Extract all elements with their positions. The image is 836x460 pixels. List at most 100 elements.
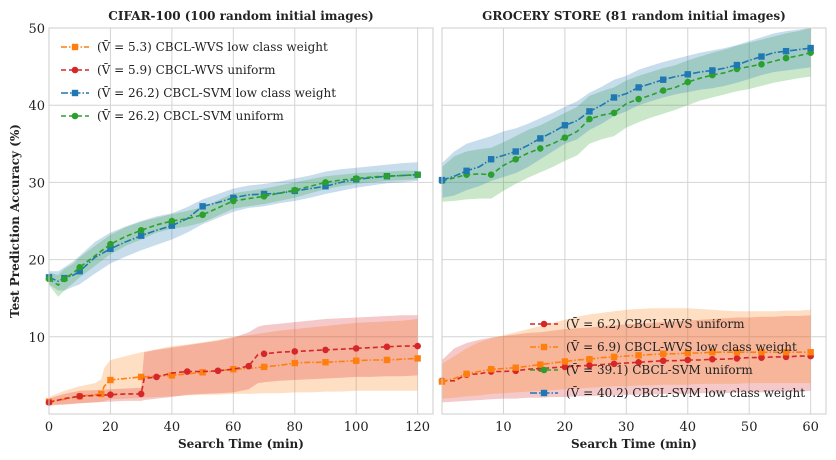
band-v-26-2-cbcl-svm-low-class-weight <box>49 162 418 291</box>
data-point <box>684 356 692 364</box>
data-point <box>512 148 519 155</box>
data-point <box>635 95 642 103</box>
data-point <box>635 358 642 366</box>
x-tick-label: 60 <box>225 420 242 435</box>
x-tick-label: 50 <box>741 420 758 435</box>
chart-title: CIFAR-100 (100 random initial images) <box>108 9 373 23</box>
band-v-39-1-cbcl-svm-uniform <box>442 28 811 202</box>
line-v-26-2-cbcl-svm-uniform <box>48 173 418 287</box>
data-point <box>352 345 360 352</box>
line-v-5-9-cbcl-wvs-uniform <box>48 345 418 404</box>
data-point <box>610 94 618 101</box>
line-v-26-2-cbcl-svm-low-class-weight <box>48 173 418 283</box>
legend-marker <box>540 320 548 328</box>
data-point <box>137 373 145 381</box>
data-point <box>107 245 114 252</box>
data-point <box>561 122 569 129</box>
y-tick-label: 50 <box>28 22 45 37</box>
data-point <box>291 348 299 355</box>
data-point <box>610 353 618 361</box>
legend-label: (V̄ = 5.9) CBCL-WVS uniform <box>97 62 276 77</box>
data-point <box>322 346 329 354</box>
legend-marker <box>540 343 548 351</box>
data-point <box>610 360 618 368</box>
data-point <box>807 349 814 356</box>
data-point <box>260 192 268 200</box>
legend-marker <box>71 43 79 51</box>
data-point <box>183 368 191 375</box>
x-tick-label: 0 <box>45 420 53 435</box>
plot-frame <box>48 27 434 415</box>
data-point <box>383 172 391 180</box>
data-point <box>561 363 569 371</box>
data-point <box>414 342 421 350</box>
data-point <box>684 78 692 86</box>
data-point <box>684 71 691 78</box>
data-point <box>414 171 421 178</box>
data-point <box>168 222 176 229</box>
data-point <box>709 67 716 74</box>
line-v-6-2-cbcl-wvs-uniform <box>442 355 811 382</box>
y-axis-label: Test Prediction Accuracy (%) <box>8 124 22 318</box>
data-point <box>487 156 495 163</box>
data-point <box>782 47 790 55</box>
x-tick-label: 120 <box>405 420 430 435</box>
band-v-40-2-cbcl-svm-low-class-weight <box>442 28 811 198</box>
data-point <box>260 350 268 358</box>
legend-label: (V̄ = 39.1) CBCL-SVM uniform <box>566 362 753 377</box>
data-point <box>733 61 741 69</box>
data-point <box>659 357 667 365</box>
data-point <box>107 376 114 384</box>
legend: (V̄ = 6.2) CBCL-WVS uniform (V̄ = 6.9) CB… <box>530 316 805 400</box>
data-point <box>586 355 593 363</box>
legend-marker <box>71 89 79 97</box>
legend-marker <box>540 366 548 374</box>
data-point <box>733 355 741 362</box>
x-tick-label: 40 <box>164 420 181 435</box>
data-point <box>586 108 593 115</box>
data-point <box>537 361 544 368</box>
cifar-100-panel: 0 20 40 60 80 100 120 10 20 30 40 50 CIFAR-100 (100 … <box>8 9 434 451</box>
data-point <box>137 390 145 398</box>
data-point <box>61 275 68 283</box>
x-tick-label: 40 <box>679 420 696 435</box>
legend-marker <box>71 66 79 74</box>
legend-label: (V̄ = 40.2) CBCL-SVM low class weight <box>566 385 805 400</box>
data-point <box>537 135 544 142</box>
legend-marker <box>71 112 79 120</box>
line-v-6-9-cbcl-wvs-low-class-weight <box>441 351 811 383</box>
legend-label: (V̄ = 5.3) CBCL-WVS low class weight <box>97 39 328 54</box>
data-point <box>353 357 360 364</box>
band-v-5-9-cbcl-wvs-uniform <box>49 315 418 406</box>
data-point <box>537 145 544 152</box>
data-point <box>463 167 470 175</box>
data-point <box>782 54 790 62</box>
legend-label: (V̄ = 6.2) CBCL-WVS uniform <box>566 316 745 331</box>
data-point <box>322 359 329 366</box>
y-tick-label: 40 <box>28 99 45 114</box>
data-point <box>383 343 391 351</box>
x-tick-label: 20 <box>557 420 574 435</box>
x-tick-label: 80 <box>286 420 303 435</box>
data-point <box>199 211 206 219</box>
data-point <box>168 217 176 225</box>
data-point <box>291 359 298 367</box>
grocery-store-panel: 10 20 30 40 50 60 GROCERY STORE (81 random ini… <box>438 9 827 451</box>
data-point <box>291 186 299 194</box>
data-point <box>659 76 667 83</box>
data-point <box>487 366 495 373</box>
data-point <box>610 109 618 117</box>
x-tick-label: 30 <box>618 420 635 435</box>
y-tick-label: 20 <box>28 254 45 269</box>
data-point <box>561 134 569 141</box>
data-point <box>137 226 145 234</box>
data-point <box>782 349 790 356</box>
data-point <box>214 367 222 375</box>
data-point <box>199 203 206 210</box>
x-tick-label: 20 <box>102 420 119 435</box>
data-point <box>76 264 84 271</box>
line-v-40-2-cbcl-svm-low-class-weight <box>441 47 811 181</box>
plot-area <box>49 28 433 414</box>
band-v-5-3-cbcl-wvs-low-class-weight <box>49 319 418 405</box>
